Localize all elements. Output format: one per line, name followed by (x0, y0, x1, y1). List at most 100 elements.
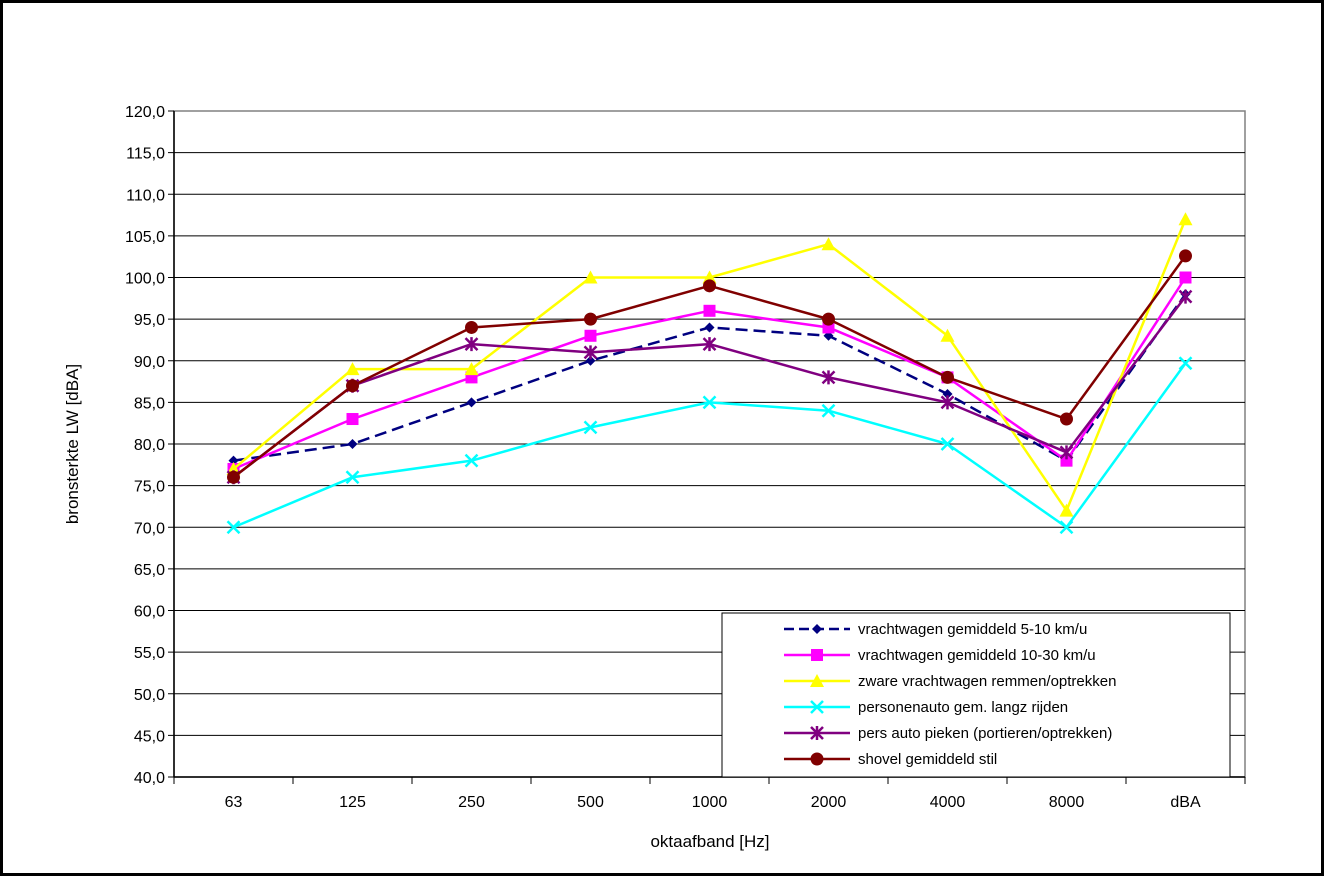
data-point (702, 337, 717, 352)
data-point (1178, 289, 1193, 304)
data-point (822, 312, 835, 326)
data-point (1059, 520, 1074, 535)
data-point (811, 649, 823, 661)
x-tick-label: 125 (339, 794, 366, 811)
data-point (810, 752, 824, 766)
legend-box (721, 612, 1231, 778)
y-axis-title: bronsterkte LW [dBA] (63, 364, 82, 524)
data-point (821, 370, 836, 385)
y-tick-label: 60,0 (134, 604, 165, 621)
data-point (226, 520, 241, 535)
data-point (702, 395, 717, 410)
y-tick-label: 100,0 (125, 271, 165, 288)
x-tick-label: 2000 (811, 794, 847, 811)
data-point (346, 413, 359, 426)
y-tick-label: 90,0 (134, 354, 165, 371)
data-point (347, 439, 358, 449)
legend-entry: shovel gemiddeld stil (784, 751, 997, 768)
legend-label: vrachtwagen gemiddeld 10-30 km/u (858, 647, 1096, 664)
y-tick-label: 110,0 (126, 187, 165, 204)
legend-entry: zware vrachtwagen remmen/optrekken (784, 673, 1116, 690)
legend-label: personenauto gem. langz rijden (858, 699, 1068, 716)
legend-label: vrachtwagen gemiddeld 5-10 km/u (858, 621, 1087, 638)
data-point (583, 270, 598, 284)
data-point (821, 237, 836, 251)
data-point (940, 328, 955, 342)
data-point (821, 403, 836, 418)
legend-label: zware vrachtwagen remmen/optrekken (858, 673, 1116, 690)
x-tick-label: 250 (458, 794, 485, 811)
data-point (1179, 271, 1192, 284)
y-tick-label: 65,0 (134, 562, 165, 579)
y-axis-ticks: 40,0 45,0 50,0 55,0 60,0 65,0 70,0 75,0 80,0 85,0… (125, 104, 175, 787)
y-tick-label: 45,0 (134, 728, 165, 745)
data-point (464, 337, 479, 352)
data-point (812, 624, 822, 634)
data-point (464, 362, 479, 376)
x-axis-title: oktaafband [Hz] (650, 832, 769, 851)
x-tick-label: dBA (1170, 794, 1201, 811)
legend-entry: vrachtwagen gemiddeld 5-10 km/u (784, 621, 1087, 638)
y-tick-label: 95,0 (134, 312, 165, 329)
x-tick-label: 4000 (930, 794, 966, 811)
data-point (942, 389, 953, 400)
y-tick-label: 40,0 (134, 770, 165, 787)
legend-entry: pers auto pieken (portieren/optrekken) (784, 725, 1112, 742)
y-tick-label: 80,0 (134, 437, 165, 454)
data-point (704, 322, 715, 333)
data-point (703, 304, 716, 317)
data-point (810, 700, 824, 714)
data-point (1059, 445, 1074, 460)
data-point (1060, 412, 1073, 426)
data-point (464, 453, 479, 468)
data-point (584, 312, 597, 326)
series-3 (226, 212, 1193, 517)
data-point (465, 320, 478, 334)
x-tick-label: 500 (577, 794, 604, 811)
data-point (940, 437, 955, 451)
data-point (466, 397, 477, 408)
series-6 (227, 249, 1192, 484)
x-tick-label: 8000 (1049, 794, 1085, 811)
y-tick-label: 85,0 (134, 395, 165, 412)
data-point (810, 726, 824, 740)
y-tick-label: 75,0 (134, 479, 165, 496)
data-point (226, 461, 241, 475)
legend-label: shovel gemiddeld stil (858, 751, 997, 768)
data-point (227, 470, 240, 484)
data-point (584, 329, 597, 342)
y-tick-label: 105,0 (125, 229, 165, 246)
legend-label: pers auto pieken (portieren/optrekken) (858, 725, 1112, 742)
data-point (1059, 503, 1074, 517)
legend-entry: personenauto gem. langz rijden (784, 699, 1068, 716)
y-tick-label: 70,0 (134, 520, 165, 537)
series-2 (227, 271, 1192, 475)
x-tick-label: 63 (225, 794, 243, 811)
y-tick-label: 50,0 (134, 687, 165, 704)
data-point (810, 674, 824, 687)
series-4 (226, 356, 1193, 535)
data-point (585, 355, 596, 366)
legend-entry: vrachtwagen gemiddeld 10-30 km/u (784, 647, 1096, 664)
data-point (346, 379, 359, 393)
x-axis-ticks: 63 125 250 500 1000 2000 4000 8000 dBA (173, 776, 1246, 811)
data-point (703, 279, 716, 293)
y-tick-label: 115,0 (126, 146, 165, 163)
x-tick-label: 1000 (692, 794, 728, 811)
y-tick-label: 55,0 (134, 645, 165, 662)
data-point (583, 345, 598, 360)
gridlines (174, 152, 1245, 736)
legend: vrachtwagen gemiddeld 5-10 km/u vrachtwag… (721, 612, 1231, 778)
data-point (1060, 454, 1073, 467)
y-tick-label: 120,0 (125, 104, 165, 121)
data-point (345, 470, 360, 485)
data-point (1179, 249, 1192, 263)
data-point (702, 270, 717, 284)
data-point (1178, 356, 1193, 371)
data-point (941, 370, 954, 384)
data-point (345, 362, 360, 376)
data-point (940, 395, 955, 410)
data-point (583, 420, 598, 435)
data-point (1178, 212, 1193, 226)
